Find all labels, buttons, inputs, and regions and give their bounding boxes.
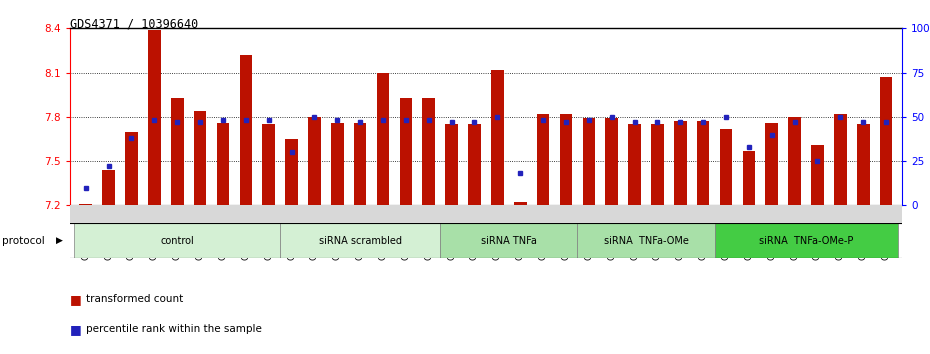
Bar — [126, 132, 138, 205]
Text: siRNA scrambled: siRNA scrambled — [319, 236, 402, 246]
Bar — [629, 124, 641, 205]
Text: siRNA TNFa: siRNA TNFa — [481, 236, 537, 246]
Bar — [74, 223, 280, 258]
Bar — [400, 98, 412, 205]
Text: siRNA  TNFa-OMe: siRNA TNFa-OMe — [604, 236, 688, 246]
Bar — [422, 98, 435, 205]
Text: GDS4371 / 10396640: GDS4371 / 10396640 — [70, 18, 198, 31]
Text: ■: ■ — [70, 293, 82, 306]
Bar — [605, 118, 618, 205]
Bar — [578, 223, 714, 258]
Bar — [193, 111, 206, 205]
Bar — [697, 121, 710, 205]
Bar — [262, 124, 275, 205]
Text: ■: ■ — [70, 323, 82, 336]
Bar — [765, 123, 778, 205]
Text: control: control — [160, 236, 194, 246]
Bar — [880, 77, 893, 205]
Bar — [331, 123, 343, 205]
Bar — [720, 129, 732, 205]
Text: percentile rank within the sample: percentile rank within the sample — [86, 324, 262, 334]
Bar — [714, 223, 897, 258]
Bar — [148, 30, 161, 205]
Bar — [491, 70, 504, 205]
Text: siRNA  TNFa-OMe-P: siRNA TNFa-OMe-P — [759, 236, 853, 246]
Bar — [857, 124, 870, 205]
Bar — [651, 124, 664, 205]
Bar — [811, 145, 824, 205]
Text: protocol: protocol — [2, 236, 45, 246]
Bar — [286, 139, 298, 205]
Bar — [79, 204, 92, 205]
Bar — [280, 223, 440, 258]
Bar — [514, 202, 526, 205]
Bar — [308, 117, 321, 205]
Bar — [742, 151, 755, 205]
Text: ▶: ▶ — [56, 236, 62, 245]
Bar — [354, 123, 366, 205]
Bar — [560, 114, 572, 205]
Bar — [674, 121, 686, 205]
Bar — [377, 73, 390, 205]
Bar — [789, 117, 801, 205]
Bar — [240, 55, 252, 205]
Bar — [582, 118, 595, 205]
Bar — [102, 170, 115, 205]
Bar — [537, 114, 550, 205]
Bar — [217, 123, 230, 205]
Bar — [440, 223, 578, 258]
Bar — [834, 114, 846, 205]
Bar — [445, 124, 458, 205]
Bar — [171, 98, 183, 205]
Text: transformed count: transformed count — [86, 294, 184, 304]
Bar — [468, 124, 481, 205]
Bar — [70, 205, 902, 223]
